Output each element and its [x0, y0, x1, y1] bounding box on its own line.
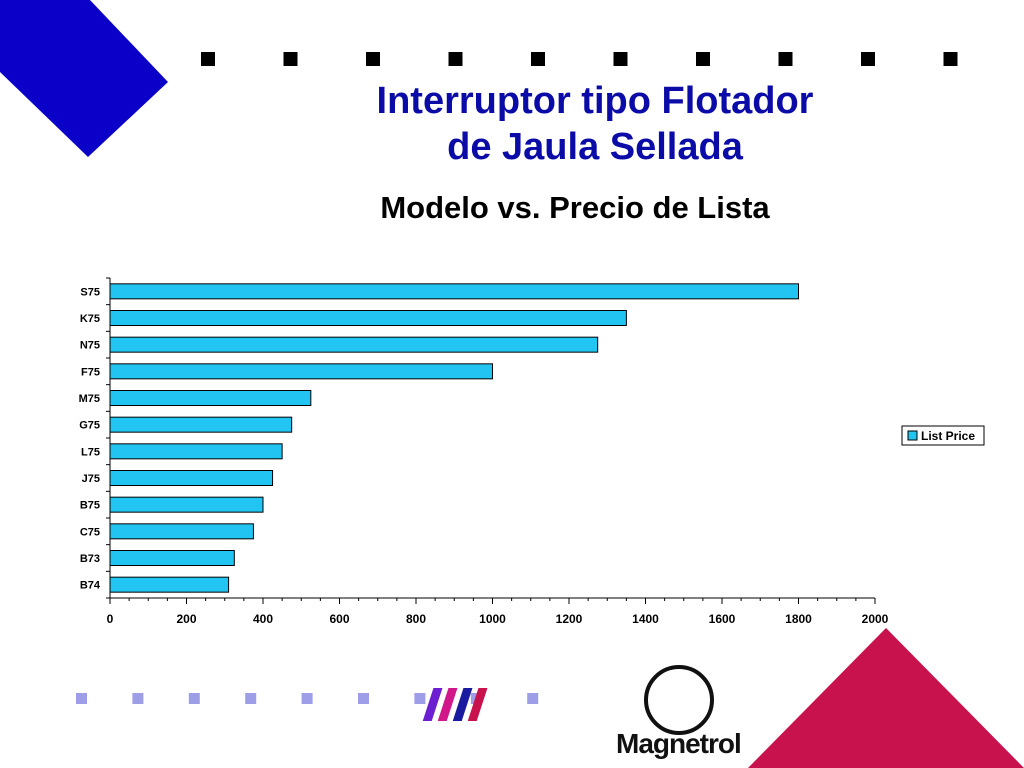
y-tick-label: M75	[79, 393, 100, 405]
x-tick-label: 1400	[632, 612, 659, 626]
light-square	[132, 693, 144, 704]
x-tick-label: 1600	[709, 612, 736, 626]
bar	[109, 310, 627, 326]
y-tick-label: K75	[80, 313, 100, 325]
light-square	[414, 693, 426, 704]
y-tick-label: F75	[81, 366, 100, 378]
x-tick-label: 1000	[479, 612, 506, 626]
dark-square	[366, 52, 380, 66]
magnetrol-logo-icon	[422, 665, 714, 735]
bar	[109, 550, 235, 566]
x-tick-label: 1800	[785, 612, 812, 626]
legend-label: List Price	[921, 429, 975, 443]
y-tick-label: S75	[80, 286, 100, 298]
y-tick-label: B74	[80, 580, 101, 592]
dark-square	[861, 52, 875, 66]
dark-square-row	[201, 52, 958, 66]
legend-box	[901, 425, 985, 446]
corner-triangle-bottom-right	[748, 628, 1024, 768]
x-tick-label: 1200	[556, 612, 583, 626]
bar	[109, 416, 293, 433]
x-tick-label: 0	[107, 612, 114, 626]
dark-square	[943, 52, 958, 66]
bar	[109, 496, 264, 513]
bar	[109, 283, 799, 300]
chart-title: Modelo vs. Precio de Lista	[380, 190, 770, 225]
dark-square	[448, 52, 463, 66]
corner-triangle-top-left	[0, 0, 168, 157]
dark-square	[531, 52, 545, 66]
x-tick-label: 600	[329, 612, 349, 626]
logo-wordmark: Magnetrol	[616, 728, 742, 759]
y-tick-label: G75	[79, 420, 100, 432]
light-square	[527, 693, 539, 704]
bar	[109, 523, 254, 540]
dark-square	[283, 52, 298, 66]
x-tick-label: 800	[406, 612, 426, 626]
slide-title: Interruptor tipo Flotador de Jaula Sella…	[285, 78, 905, 170]
bar	[109, 336, 599, 353]
light-square	[245, 693, 257, 704]
y-tick-label: B75	[80, 500, 100, 512]
dark-square	[613, 52, 628, 66]
dark-square	[696, 52, 710, 66]
light-square	[301, 693, 313, 704]
x-tick-label: 400	[253, 612, 273, 626]
bar	[109, 576, 230, 593]
bar	[109, 470, 274, 486]
slide-title-line1: Interruptor tipo Flotador	[376, 80, 814, 122]
y-tick-label: B73	[80, 553, 100, 565]
bar	[109, 443, 283, 460]
x-tick-label: 200	[176, 612, 196, 626]
y-tick-label: C75	[80, 526, 100, 538]
light-square	[358, 693, 369, 704]
light-square	[76, 693, 87, 704]
slide-title-line2: de Jaula Sellada	[447, 126, 743, 168]
y-tick-label: N75	[80, 340, 100, 352]
y-tick-label: J75	[82, 473, 100, 485]
y-tick-label: L75	[81, 446, 100, 458]
x-tick-label: 2000	[862, 612, 889, 626]
bar	[109, 390, 312, 406]
dark-square	[201, 52, 215, 66]
light-square	[188, 693, 200, 704]
dark-square	[778, 52, 793, 66]
bar	[109, 363, 493, 380]
legend-swatch	[907, 430, 918, 441]
